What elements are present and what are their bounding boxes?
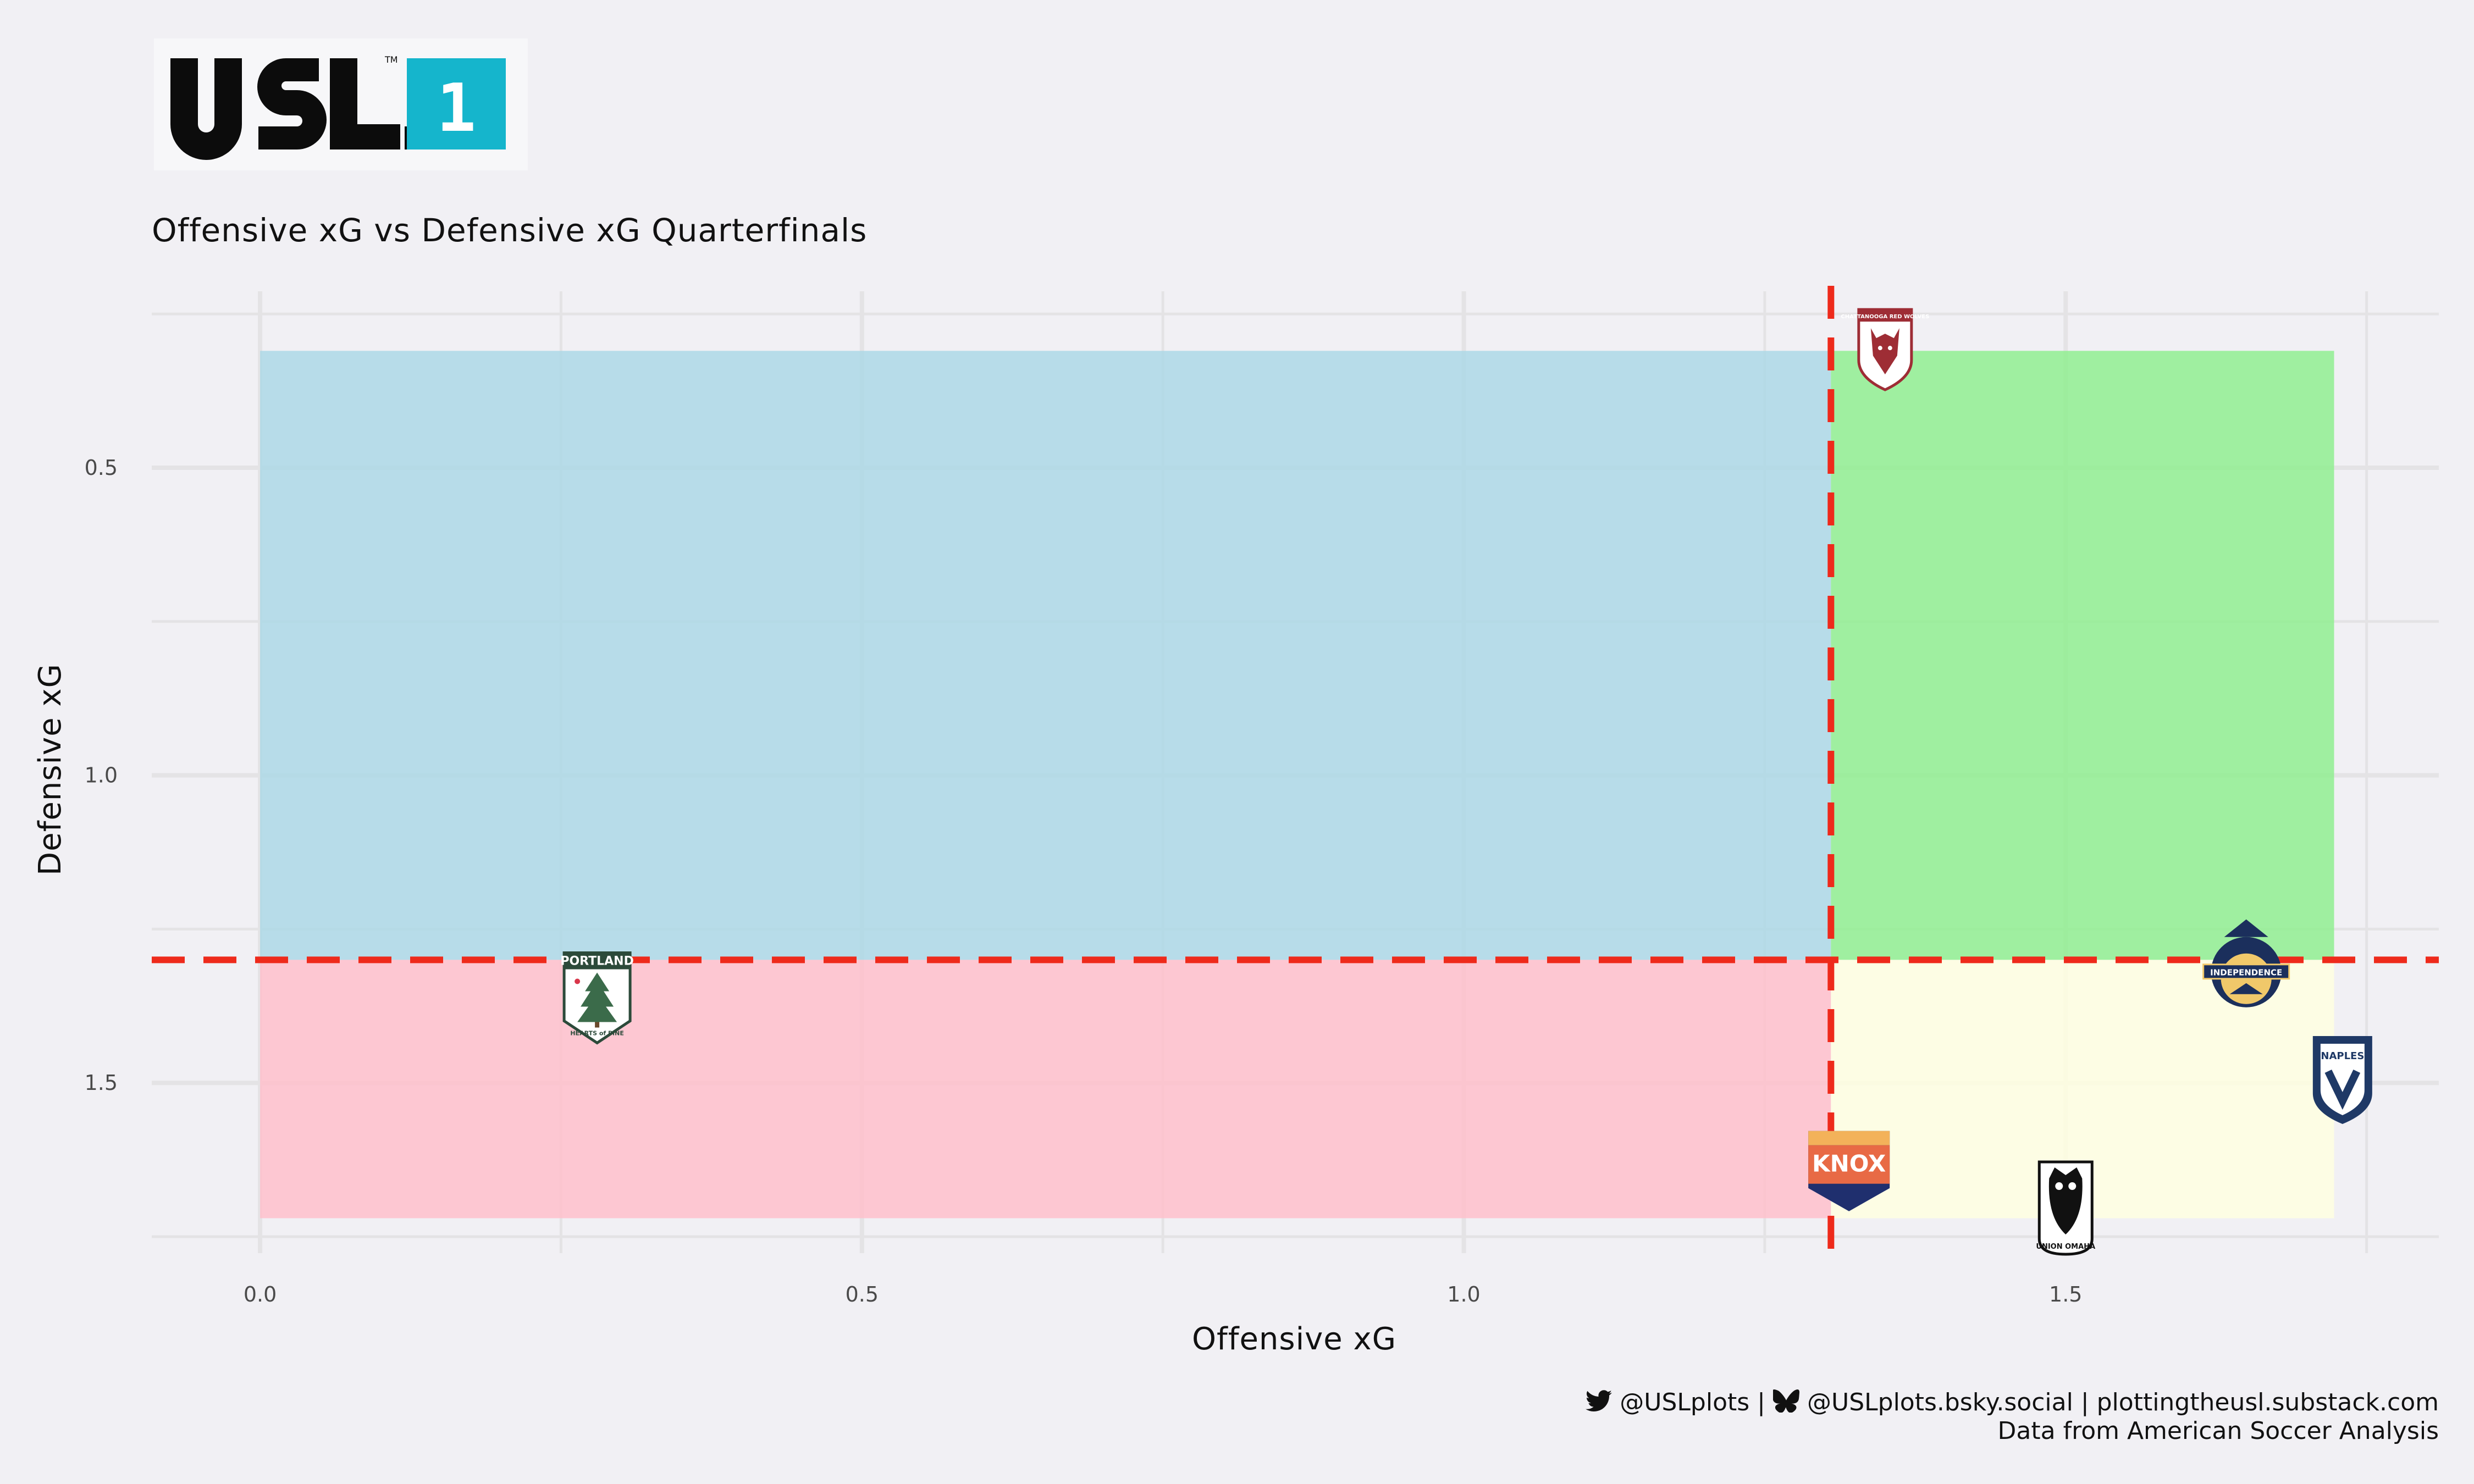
team-point: PORTLAND HEARTS of PINE bbox=[560, 951, 634, 1045]
svg-text:PORTLAND: PORTLAND bbox=[560, 955, 634, 968]
svg-text:UNION OMAHA: UNION OMAHA bbox=[2036, 1243, 2095, 1251]
independence-crest-icon: INDEPENDENCE bbox=[2202, 919, 2290, 1007]
team-point: NAPLES bbox=[2312, 1036, 2372, 1125]
x-tick-label: 0.0 bbox=[244, 1282, 277, 1306]
owl-crest-icon: UNION OMAHA bbox=[2036, 1160, 2095, 1256]
twitter-handle: @USLplots | bbox=[1620, 1388, 1773, 1416]
svg-text:INDEPENDENCE: INDEPENDENCE bbox=[2210, 968, 2282, 978]
wolf-crest-icon: CHATTANOOGA RED WOLVES bbox=[1841, 308, 1929, 391]
x-axis-title: Offensive xG bbox=[1192, 1321, 1396, 1357]
y-tick-label: 1.0 bbox=[85, 763, 118, 788]
svg-text:KNOX: KNOX bbox=[1812, 1150, 1886, 1177]
y-tick-label: 1.5 bbox=[85, 1071, 118, 1095]
x-tick-label: 1.0 bbox=[1447, 1282, 1480, 1306]
trademark-mark: TM bbox=[384, 54, 398, 65]
team-point: CHATTANOOGA RED WOLVES bbox=[1841, 308, 1929, 391]
usl-one-badge-number: 1 bbox=[437, 70, 476, 147]
usl-one-logo: 1 TM bbox=[154, 38, 528, 170]
svg-text:HEARTS of PINE: HEARTS of PINE bbox=[570, 1030, 624, 1037]
knox-crest-icon: KNOX bbox=[1808, 1131, 1890, 1211]
x-tick-labels: 0.0 0.5 1.0 1.5 bbox=[244, 1282, 2083, 1306]
y-tick-labels: 0.5 1.0 1.5 bbox=[85, 456, 118, 1095]
naples-crest-icon: NAPLES bbox=[2312, 1036, 2372, 1125]
bluesky-and-substack: @USLplots.bsky.social | plottingtheusl.s… bbox=[1807, 1388, 2439, 1416]
usl-wordmark bbox=[170, 58, 422, 160]
quadrant-top-left bbox=[260, 351, 1831, 960]
y-axis-title: Defensive xG bbox=[32, 663, 68, 876]
credits-line-social: @USLplots | @USLplots.bsky.social | plot… bbox=[1586, 1389, 2439, 1418]
quadrant-bottom-left bbox=[260, 960, 1831, 1219]
team-points: CHATTANOOGA RED WOLVES PORTLAND HEARTS of … bbox=[560, 308, 2372, 1256]
svg-text:CHATTANOOGA RED WOLVES: CHATTANOOGA RED WOLVES bbox=[1841, 314, 1929, 320]
svg-text:NAPLES: NAPLES bbox=[2321, 1050, 2364, 1062]
usl-one-badge bbox=[407, 58, 506, 149]
x-tick-label: 1.5 bbox=[2049, 1282, 2082, 1306]
reference-lines bbox=[152, 286, 2439, 1259]
data-source: Data from American Soccer Analysis bbox=[1997, 1417, 2439, 1445]
x-tick-label: 0.5 bbox=[846, 1282, 879, 1306]
pine-tree-crest-icon: PORTLAND HEARTS of PINE bbox=[560, 951, 634, 1045]
credits: @USLplots | @USLplots.bsky.social | plot… bbox=[1586, 1389, 2439, 1444]
butterfly-icon bbox=[1772, 1389, 1799, 1418]
team-point: UNION OMAHA bbox=[2036, 1160, 2095, 1256]
quadrant-top-right bbox=[1831, 351, 2334, 960]
team-point: KNOX bbox=[1808, 1131, 1890, 1211]
chart-title: Offensive xG vs Defensive xG Quarterfina… bbox=[152, 212, 868, 249]
twitter-bird-icon bbox=[1586, 1390, 1612, 1417]
quadrant-backgrounds bbox=[260, 351, 2334, 1219]
y-tick-label: 0.5 bbox=[85, 456, 118, 480]
team-point: INDEPENDENCE bbox=[2202, 919, 2290, 1007]
